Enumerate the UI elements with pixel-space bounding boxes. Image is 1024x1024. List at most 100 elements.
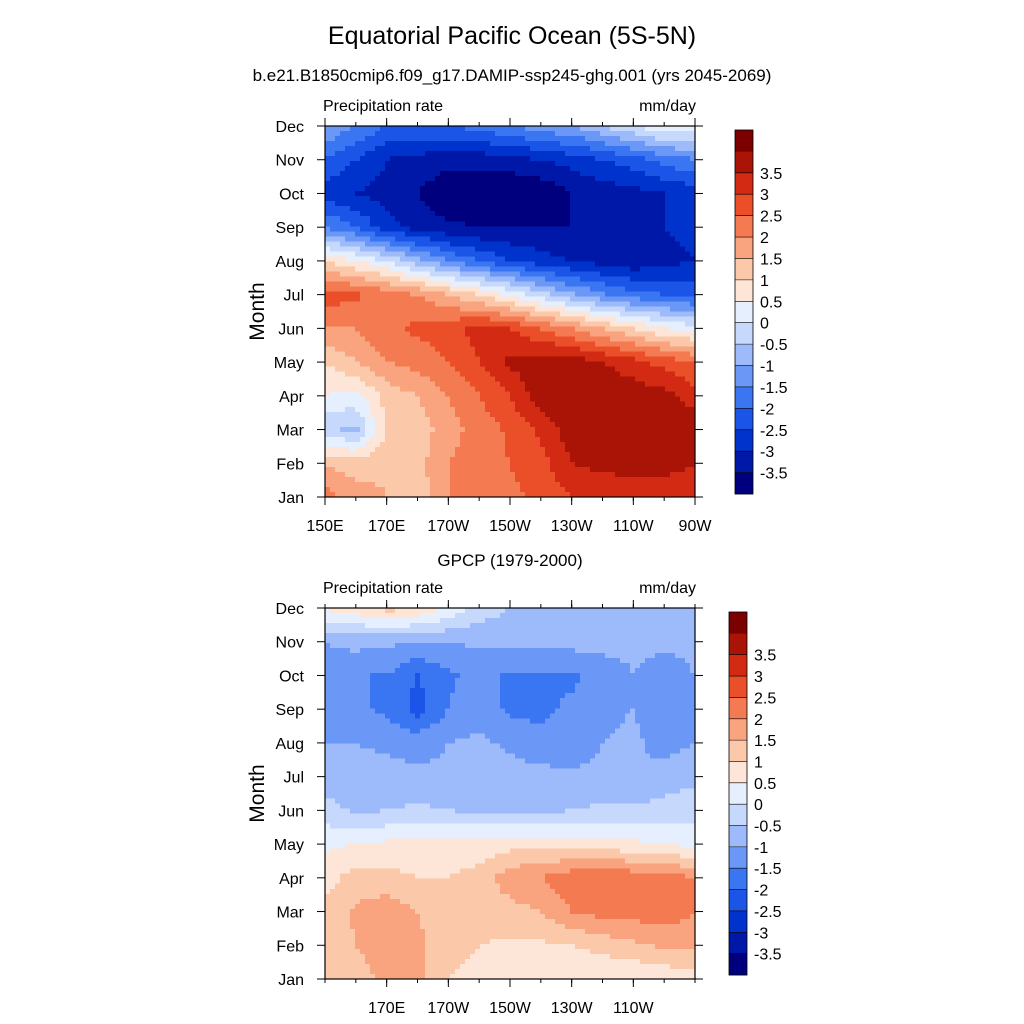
contour-cell — [360, 406, 366, 413]
contour-cell — [385, 451, 391, 458]
contour-cell — [365, 301, 371, 308]
contour-cell — [355, 241, 361, 247]
contour-cell — [430, 281, 436, 288]
contour-cell — [575, 306, 581, 313]
contour-cell — [610, 441, 616, 448]
contour-cell — [680, 261, 686, 267]
contour-cell — [550, 401, 556, 408]
contour-cell — [340, 451, 346, 458]
contour-cell — [505, 406, 511, 413]
contour-cell — [670, 246, 676, 252]
contour-cell — [360, 341, 366, 348]
contour-cell — [510, 436, 516, 443]
contour-cell — [555, 156, 561, 162]
contour-cell — [375, 211, 381, 217]
contour-cell — [560, 276, 566, 283]
contour-cell — [650, 386, 656, 393]
contour-cell — [610, 331, 616, 338]
contour-cell — [680, 431, 686, 438]
contour-cell — [325, 396, 331, 403]
contour-cell — [385, 431, 391, 438]
contour-cell — [405, 281, 411, 288]
contour-cell — [655, 396, 661, 403]
contour-cell — [340, 426, 346, 433]
contour-cell — [345, 386, 351, 393]
contour-cell — [675, 211, 681, 217]
contour-cell — [540, 151, 546, 157]
contour-cell — [605, 396, 611, 403]
contour-cell — [605, 411, 611, 418]
contour-cell — [415, 341, 421, 348]
contour-cell — [515, 226, 521, 232]
contour-cell — [665, 206, 671, 212]
contour-cell — [380, 251, 386, 257]
contour-cell — [650, 241, 656, 247]
contour-cell — [615, 441, 621, 448]
contour-cell — [510, 451, 516, 458]
contour-cell — [615, 261, 621, 267]
contour-cell — [425, 141, 431, 147]
contour-cell — [535, 411, 541, 418]
contour-cell — [485, 446, 491, 453]
contour-cell — [385, 411, 391, 418]
contour-cell — [640, 326, 646, 333]
contour-cell — [450, 136, 456, 142]
contour-cell — [460, 381, 466, 388]
contour-cell — [540, 296, 546, 303]
contour-cell — [525, 246, 531, 252]
contour-cell — [630, 421, 636, 428]
contour-cell — [555, 451, 561, 458]
contour-cell — [595, 186, 601, 192]
contour-cell — [565, 416, 571, 423]
contour-cell — [620, 306, 626, 313]
contour-cell — [460, 181, 466, 187]
contour-cell — [350, 146, 356, 152]
contour-cell — [580, 146, 586, 152]
contour-cell — [575, 381, 581, 388]
contour-cell — [670, 301, 676, 308]
contour-cell — [455, 441, 461, 448]
contour-cell — [380, 231, 386, 237]
contour-cell — [515, 351, 521, 358]
contour-cell — [395, 146, 401, 152]
contour-cell — [580, 281, 586, 288]
contour-cell — [560, 286, 566, 293]
contour-cell — [330, 401, 336, 408]
contour-cell — [480, 376, 486, 383]
contour-cell — [670, 431, 676, 438]
contour-cell — [540, 286, 546, 293]
contour-cell — [355, 136, 361, 142]
contour-cell — [485, 236, 491, 242]
contour-cell — [355, 456, 361, 463]
contour-cell — [510, 361, 516, 368]
contour-cell — [480, 186, 486, 192]
contour-cell — [465, 416, 471, 423]
contour-cell — [675, 336, 681, 343]
contour-cell — [530, 311, 536, 318]
contour-cell — [355, 191, 361, 197]
contour-cell — [400, 296, 406, 303]
contour-cell — [685, 126, 691, 132]
contour-cell — [545, 321, 551, 328]
contour-cell — [345, 301, 351, 308]
contour-cell — [525, 126, 531, 132]
contour-cell — [350, 461, 356, 468]
contour-cell — [655, 166, 661, 172]
contour-cell — [415, 236, 421, 242]
contour-cell — [625, 451, 631, 458]
contour-cell — [525, 146, 531, 152]
contour-cell — [535, 416, 541, 423]
contour-cell — [610, 421, 616, 428]
contour-cell — [540, 276, 546, 283]
contour-cell — [650, 166, 656, 172]
contour-cell — [625, 416, 631, 423]
contour-cell — [590, 361, 596, 368]
contour-cell — [585, 141, 591, 147]
contour-cell — [455, 411, 461, 418]
contour-cell — [490, 401, 496, 408]
contour-cell — [435, 426, 441, 433]
contour-cell — [670, 276, 676, 283]
contour-cell — [480, 281, 486, 288]
contour-cell — [550, 206, 556, 212]
contour-cell — [360, 456, 366, 463]
